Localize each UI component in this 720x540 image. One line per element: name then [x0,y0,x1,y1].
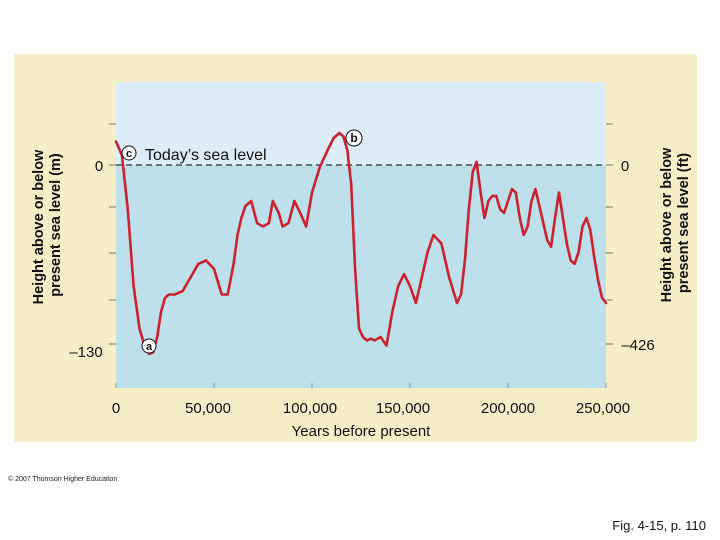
marker-b: b [345,129,363,147]
y-left-tick-neg130: –130 [69,344,102,361]
copyright-notice: © 2007 Thomson Higher Education [8,476,118,483]
y-right-tick-neg426: –426 [621,337,654,354]
y-axis-label-left-line-1: Height above or below [31,149,47,304]
y-axis-label-right: Height above or below present sea level … [659,144,692,303]
reference-line-label: Today’s sea level [145,147,267,164]
y-axis-label-left-line-2: present sea level (m) [48,153,64,297]
plot-area-below [116,165,606,388]
plot-area-above [116,82,606,165]
marker-a: a [141,338,157,354]
marker-c-circle [121,145,137,161]
axis-ticks [109,123,613,388]
marker-c-letter: c [126,148,132,160]
x-axis-label: Years before present [292,423,432,440]
x-tick-200000: 200,000 [481,400,535,417]
marker-c: c [121,145,137,161]
y-left-tick-0: 0 [95,158,103,175]
x-tick-0: 0 [112,400,120,417]
x-tick-150000: 150,000 [376,400,430,417]
y-axis-label-left: Height above or below present sea level … [31,146,64,305]
y-right-tick-0: 0 [621,158,629,175]
x-tick-100000: 100,000 [283,400,337,417]
marker-b-circle [345,129,363,147]
marker-a-letter: a [146,341,153,353]
y-axis-label-right-line-2: present sea level (ft) [676,153,692,293]
x-tick-50000: 50,000 [185,400,231,417]
figure-reference: Fig. 4-15, p. 110 [612,518,706,533]
marker-b-letter: b [350,131,357,145]
sea-level-curve [114,131,608,356]
marker-a-circle [141,338,157,354]
x-tick-250000: 250,000 [576,400,630,417]
y-axis-label-right-line-1: Height above or below [659,147,675,302]
